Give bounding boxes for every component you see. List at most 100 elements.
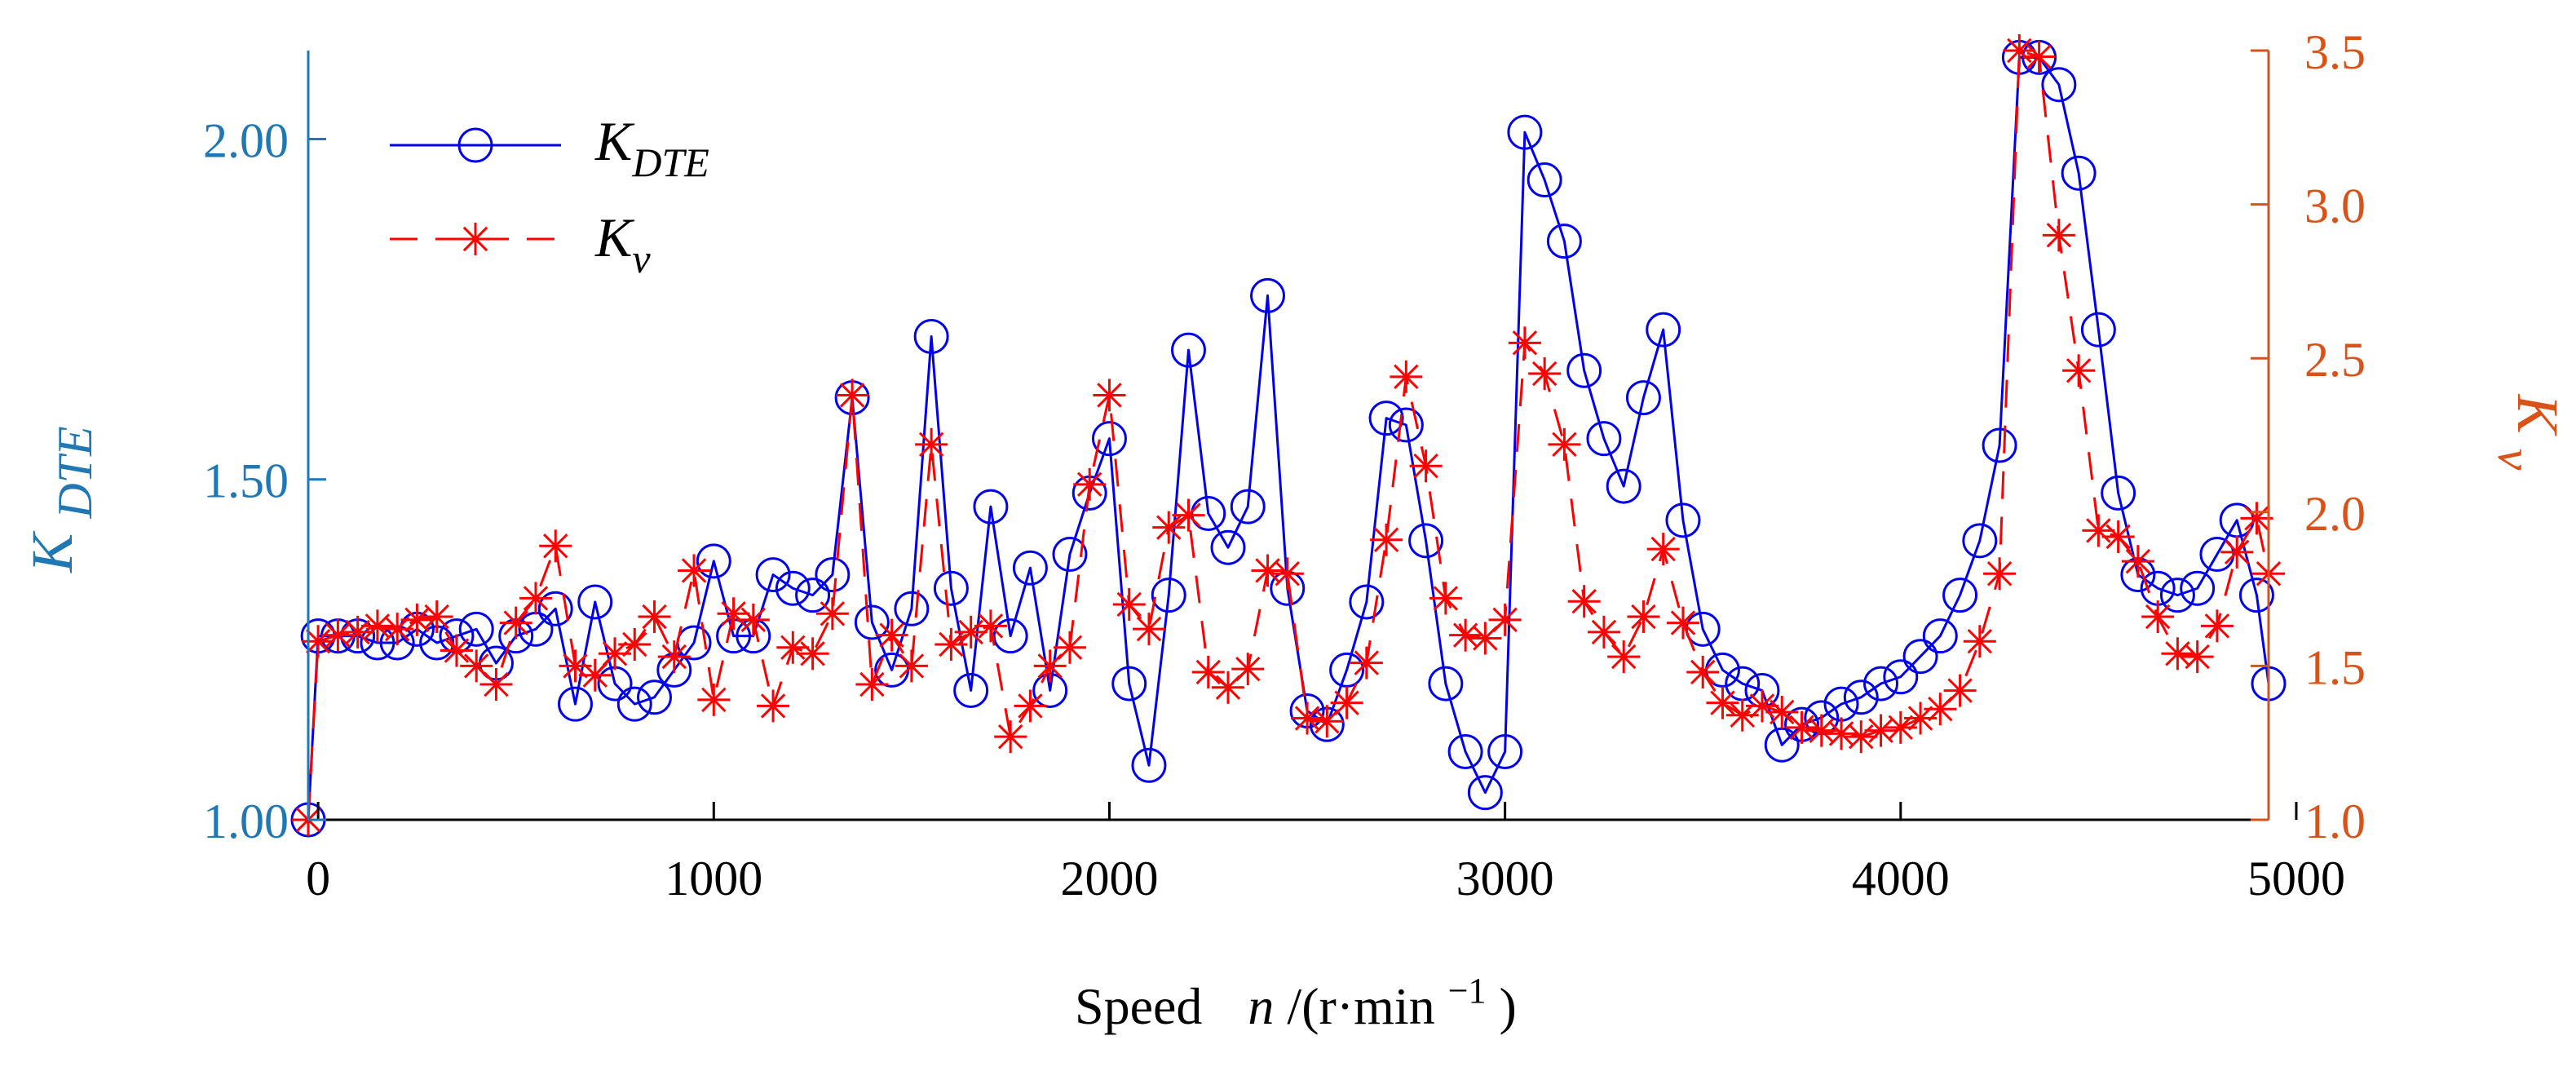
kv-point	[539, 529, 572, 563]
kdte-point	[1982, 427, 2017, 463]
x-tick-label: 2000	[1060, 852, 1158, 905]
kv-point	[796, 637, 829, 671]
kdte-point	[913, 318, 949, 354]
star-stroke	[2007, 38, 2032, 64]
y-left-ticks: 1.00 1.50 2.00	[203, 113, 326, 848]
kv-point	[1845, 720, 1878, 754]
star-stroke	[2046, 223, 2072, 248]
kv-point	[915, 427, 948, 461]
y-right-tick-label: 1.0	[2304, 795, 2366, 848]
kdte-point	[2041, 67, 2077, 103]
y-right-axis-label-sub: v	[2488, 449, 2542, 471]
star-stroke	[1235, 656, 1261, 682]
legend-kdte-marker	[457, 127, 493, 163]
kdte-point	[1191, 495, 1226, 531]
kv-point	[1745, 689, 1778, 723]
x-tick-label: 3000	[1456, 852, 1554, 905]
star-stroke	[484, 671, 509, 697]
kdte-point	[1764, 727, 1800, 763]
kv-point	[499, 606, 532, 640]
kv-point	[2062, 354, 2096, 387]
kv-point	[1132, 613, 1165, 646]
star-stroke	[820, 601, 846, 626]
kdte-point	[815, 557, 851, 593]
kv-point	[2121, 545, 2154, 578]
x-tick-label: 4000	[1852, 852, 1950, 905]
kv-point	[736, 603, 770, 636]
kdte-point	[1586, 421, 1622, 457]
kv-point	[1212, 671, 1245, 704]
star-stroke	[463, 653, 489, 679]
x-axis-label-suffix: )	[1500, 977, 1517, 1035]
kdte-point	[1902, 639, 1938, 675]
kv-point	[697, 683, 731, 716]
star-stroke	[345, 619, 370, 645]
kv-point	[519, 582, 552, 615]
kv-point	[618, 627, 652, 661]
kv-point	[1409, 449, 1443, 483]
star-stroke	[1650, 536, 1676, 562]
kv-point	[1765, 695, 1799, 728]
kdte-point	[1625, 380, 1661, 416]
star-stroke	[563, 653, 588, 679]
kv-point	[1963, 625, 1996, 658]
x-axis-label-variable: n	[1248, 977, 1274, 1035]
star-stroke	[1394, 364, 1419, 390]
star-stroke	[462, 226, 488, 252]
kv-point	[1112, 587, 1146, 621]
star-stroke	[1413, 454, 1438, 479]
star-stroke	[602, 641, 628, 666]
kdte-point	[1883, 659, 1919, 695]
star-stroke	[2185, 644, 2210, 670]
kdte-point	[795, 578, 831, 613]
kv-point	[360, 609, 394, 643]
kv-point	[1666, 606, 1699, 640]
kv-point	[855, 668, 889, 702]
kv-point	[2042, 219, 2075, 252]
kv-point	[479, 668, 513, 702]
kdte-point	[894, 591, 930, 626]
kv-point	[302, 625, 335, 658]
star-stroke	[1611, 644, 1637, 670]
star-stroke	[305, 629, 331, 654]
star-stroke	[1373, 527, 1399, 552]
kdte-point	[1487, 734, 1523, 770]
kv-point	[2200, 609, 2234, 643]
star-stroke	[1631, 604, 1656, 630]
star-stroke	[1710, 690, 1735, 715]
star-stroke	[1947, 678, 1973, 703]
star-stroke	[859, 671, 885, 697]
kv-point	[2181, 640, 2214, 674]
kdte-point	[1646, 312, 1681, 347]
kv-point	[1805, 714, 1838, 747]
kv-point	[895, 649, 928, 683]
kv-point	[815, 597, 849, 631]
star-stroke	[523, 586, 549, 611]
y-right-axis-label: K v	[2488, 394, 2570, 471]
kdte-point	[1606, 468, 1641, 504]
star-stroke	[721, 601, 746, 626]
y-left-axis-label-sub: DTE	[48, 426, 102, 519]
y-right-tick-label: 3.5	[2304, 25, 2366, 79]
kv-point	[1330, 686, 1363, 719]
star-stroke	[1077, 471, 1102, 498]
kdte-point	[637, 679, 673, 715]
x-tick-label: 0	[306, 852, 330, 905]
kdte-point	[1170, 332, 1206, 368]
kdte-point	[696, 543, 731, 579]
star-stroke	[939, 631, 964, 657]
star-stroke	[2204, 613, 2230, 639]
kv-point	[875, 618, 908, 652]
kdte-point	[1566, 352, 1602, 388]
kv-point	[1429, 582, 1462, 615]
kdte-point	[1368, 401, 1404, 436]
kv-point	[420, 600, 453, 634]
y-left-axis-label-main: K	[20, 530, 85, 573]
kv-point	[1627, 600, 1660, 634]
star-stroke	[1571, 588, 1597, 614]
star-stroke	[325, 622, 351, 648]
kdte-point	[557, 686, 593, 722]
kv-point	[1943, 674, 1977, 707]
star-stroke	[899, 653, 925, 679]
star-stroke	[1433, 586, 1459, 611]
